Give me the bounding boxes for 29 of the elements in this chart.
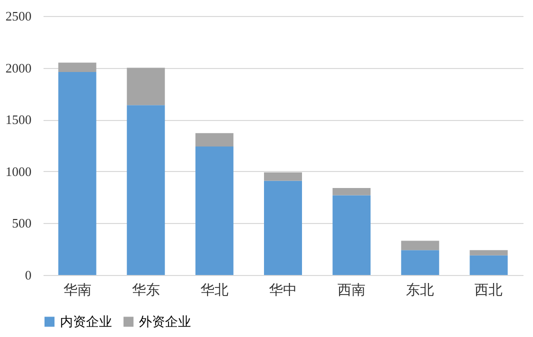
bar bbox=[332, 188, 371, 196]
x-tick-label: 华东 bbox=[132, 282, 160, 298]
bar bbox=[332, 195, 371, 275]
bar bbox=[264, 180, 302, 275]
legend-label: 内资企业 bbox=[60, 314, 112, 329]
bar bbox=[195, 146, 234, 275]
y-tick-label: 500 bbox=[12, 216, 32, 231]
bar bbox=[195, 133, 234, 147]
bar bbox=[470, 255, 508, 275]
bar bbox=[264, 172, 302, 181]
bar bbox=[401, 250, 440, 275]
x-tick-label: 华北 bbox=[200, 282, 228, 298]
y-tick-label: 2000 bbox=[6, 60, 32, 76]
bar bbox=[126, 68, 165, 106]
bar bbox=[401, 240, 440, 250]
x-tick-label: 西南 bbox=[338, 282, 366, 298]
bar bbox=[126, 105, 165, 275]
y-tick-label: 0 bbox=[25, 268, 32, 282]
y-tick-label: 1500 bbox=[6, 112, 32, 128]
x-tick-label: 华中 bbox=[269, 282, 297, 298]
bar bbox=[58, 62, 96, 72]
y-tick-label: 1000 bbox=[6, 164, 32, 179]
bar bbox=[470, 250, 508, 256]
x-tick-label: 西北 bbox=[474, 282, 503, 298]
legend-label: 外资企业 bbox=[139, 314, 191, 329]
bar bbox=[58, 72, 96, 275]
x-tick-label: 华南 bbox=[63, 282, 92, 298]
y-tick-label: 2500 bbox=[6, 8, 32, 24]
x-tick-label: 东北 bbox=[406, 282, 434, 298]
